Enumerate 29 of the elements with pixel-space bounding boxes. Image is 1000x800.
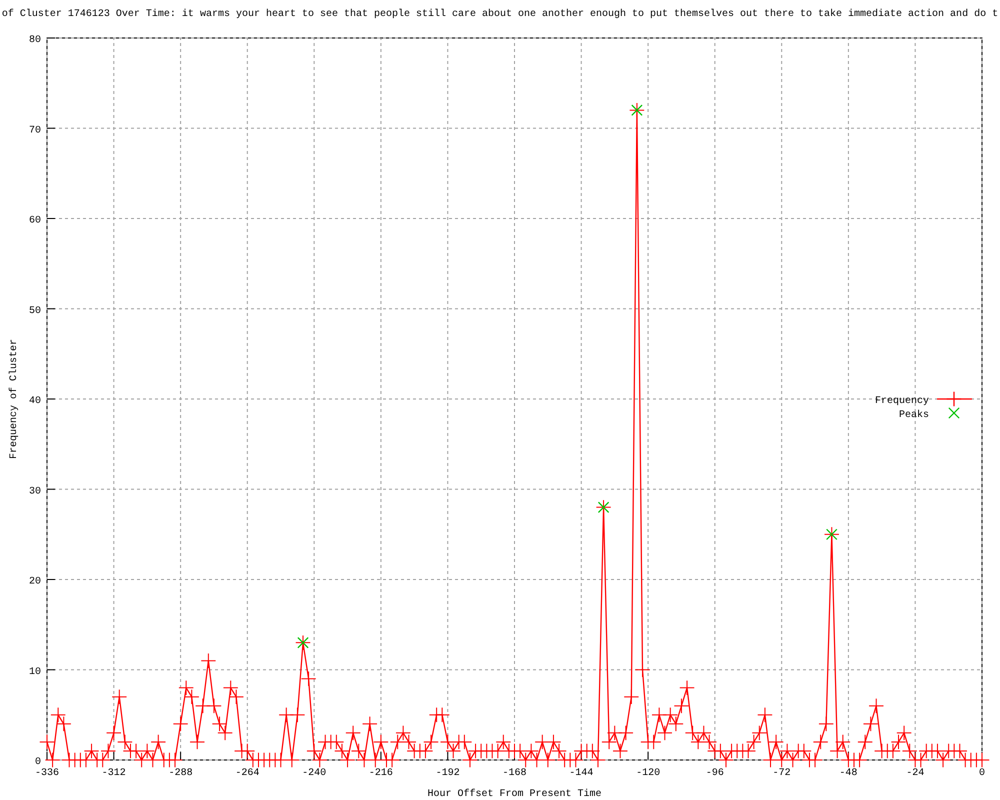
y-tick-label: 10 bbox=[28, 666, 41, 678]
y-tick-label: 20 bbox=[28, 576, 41, 588]
x-tick-label: -192 bbox=[436, 768, 460, 779]
legend-label: Frequency bbox=[874, 396, 929, 407]
y-tick-label: 70 bbox=[28, 125, 41, 136]
y-tick-label: 0 bbox=[34, 757, 41, 768]
y-tick-label: 40 bbox=[28, 396, 41, 407]
x-tick-label: 0 bbox=[978, 768, 986, 779]
x-tick-label: -264 bbox=[235, 768, 260, 779]
y-tick-label: 50 bbox=[28, 306, 41, 317]
x-tick-label: -48 bbox=[839, 768, 858, 779]
x-tick-label: -24 bbox=[906, 768, 924, 779]
x-tick-label: -120 bbox=[636, 768, 660, 779]
y-tick-label: 30 bbox=[28, 486, 41, 498]
x-tick-label: -216 bbox=[368, 768, 393, 779]
x-axis-title: Hour Offset From Present Time bbox=[427, 788, 602, 800]
x-tick-label: -288 bbox=[168, 768, 193, 779]
legend-label: Peaks bbox=[898, 409, 929, 421]
x-tick-label: -144 bbox=[569, 768, 594, 779]
x-tick-label: -240 bbox=[302, 768, 326, 779]
chart-title: of Cluster 1746123 Over Time: it warms your heart to see that people still care about one another enough to put themselves out there to take immediate action and do t bbox=[2, 8, 998, 20]
x-tick-label: -72 bbox=[772, 768, 791, 779]
y-tick-label: 60 bbox=[28, 216, 41, 226]
y-axis-title: Frequency of Cluster bbox=[8, 338, 20, 460]
x-tick-label: -96 bbox=[706, 768, 724, 779]
x-tick-label: -312 bbox=[102, 768, 126, 779]
x-tick-label: -168 bbox=[502, 768, 527, 779]
y-tick-label: 80 bbox=[28, 35, 41, 46]
x-tick-label: -336 bbox=[34, 768, 60, 779]
